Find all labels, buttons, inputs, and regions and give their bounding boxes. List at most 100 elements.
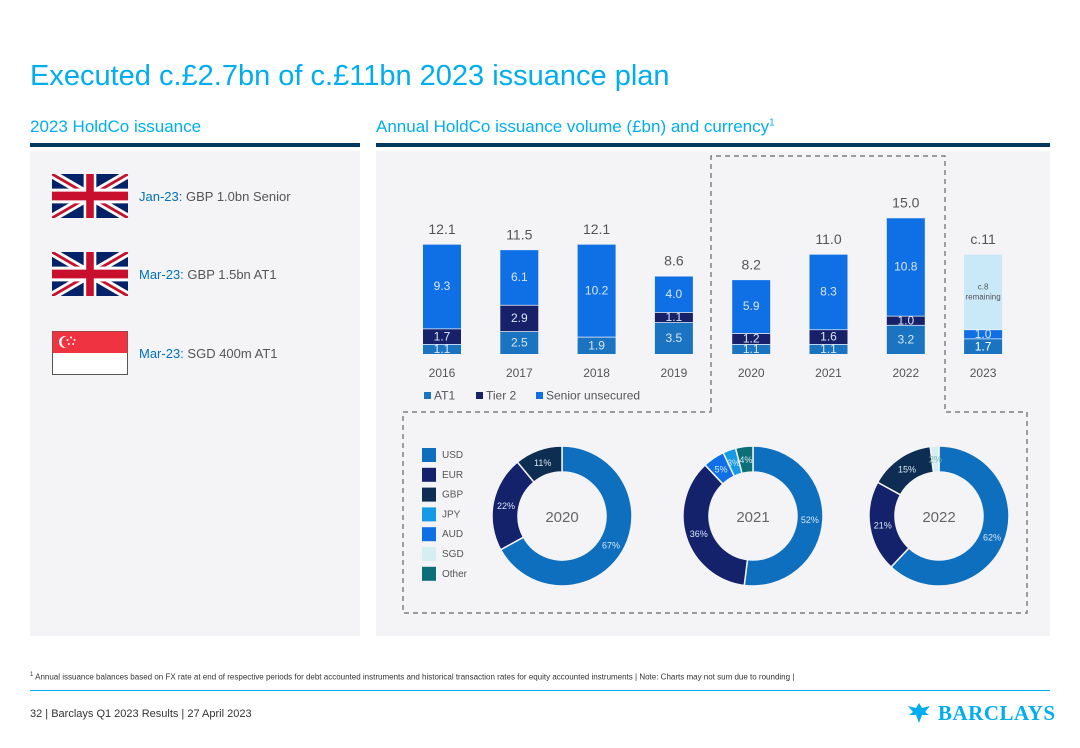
donut-slice-label: 11% (534, 458, 551, 468)
x-tick-label: 2023 (970, 366, 997, 380)
x-tick-label: 2019 (661, 366, 688, 380)
footer-text: 32 | Barclays Q1 2023 Results | 27 April… (30, 708, 252, 720)
legend-label: AT1 (434, 389, 455, 403)
bar-senior-unsecured-2022 (886, 217, 925, 316)
bar-tier-2-2016 (423, 328, 461, 344)
donut-slice-label: 3% (727, 458, 740, 468)
footer-rule (30, 690, 1050, 691)
right-heading-rule (376, 143, 1050, 147)
bar-senior-unsecured-2018 (577, 243, 616, 337)
legend-swatch-gbp (422, 487, 436, 502)
bar-data-label: 6.1 (511, 270, 528, 284)
x-tick-label: 2020 (738, 366, 765, 380)
issuance-panel (30, 151, 360, 636)
donut-slice-label: 5% (714, 464, 727, 474)
issuance-date: Mar-23: (139, 267, 184, 282)
bar-total-label: 12.1 (583, 221, 610, 237)
bar-total-label: 12.1 (428, 221, 455, 237)
bar-data-label: c.8 (978, 283, 989, 292)
bar-data-label: 2.5 (511, 336, 528, 350)
bar-data-label: 3.5 (666, 331, 683, 345)
issuance-row-1 (50, 170, 130, 223)
recent-years-dashed-outline (402, 155, 1028, 614)
legend-swatch-sgd (422, 547, 436, 561)
left-heading-rule (30, 143, 360, 147)
bar-senior-unsecured-2019 (654, 275, 693, 313)
bar-data-label: 1.1 (743, 342, 760, 356)
bar-chart: 1.11.79.312.120162.52.96.111.520171.910.… (423, 195, 1003, 403)
uk-flag-icon (50, 170, 130, 222)
donut-slice-label: 62% (983, 532, 1001, 542)
bar-data-label: 2.9 (511, 311, 528, 325)
bar-data-label: 10.2 (585, 283, 609, 297)
right-heading-text: Annual HoldCo issuance volume (£bn) and … (376, 117, 770, 136)
donut-slice-2021-usd (743, 445, 824, 587)
bar-total-label: 8.6 (664, 253, 684, 269)
page-title: Executed c.£2.7bn of c.£11bn 2023 issuan… (30, 60, 670, 92)
footnote-text: Annual issuance balances based on FX rat… (35, 672, 795, 682)
donut-slice-2020-usd (499, 445, 633, 587)
donut-center-label: 2022 (922, 509, 955, 526)
legend-swatch-other (422, 566, 436, 581)
logo-text: BARCLAYS (938, 700, 1056, 725)
bar-at1-2020 (732, 343, 771, 354)
donut-center-label: 2020 (545, 509, 578, 526)
legend-swatch-eur (422, 467, 436, 482)
bar-senior-unsecured-2016 (423, 243, 461, 329)
donut-slice-label: 21% (874, 520, 892, 530)
currency-donut-charts: 67% 22% 11% 2020 52% 36% 5%3% 4% 2021 62% 21% 15% 2%… (491, 445, 1010, 587)
donut-slice-label: 52% (801, 515, 819, 525)
legend-swatch-jpy (422, 507, 436, 522)
bar-at1-2016 (423, 343, 461, 354)
bar-remaining-2023 (964, 253, 1003, 330)
x-tick-label: 2018 (583, 366, 610, 380)
bar-at1-2021 (809, 343, 848, 354)
currency-legend: USD EUR GBP JPY AUD SGD Other (422, 448, 468, 581)
bar-data-label: 1.2 (743, 332, 760, 346)
donut-slice-label: 22% (497, 501, 515, 511)
legend-label: SGD (442, 549, 464, 560)
donut-center-label: 2021 (736, 509, 769, 526)
donut-slice-label: 36% (690, 529, 708, 539)
uk-flag-icon (50, 248, 130, 300)
legend-swatch-aud (422, 527, 436, 542)
donut-slice-label: 67% (602, 541, 620, 551)
bar-at1-2022 (886, 324, 925, 354)
x-tick-label: 2021 (815, 366, 842, 380)
left-heading-text: 2023 HoldCo issuance (30, 117, 202, 136)
legend-swatch (424, 392, 431, 399)
bar-senior-unsecured-2023 (964, 329, 1003, 339)
legend-label: USD (442, 450, 463, 461)
bar-total-label: 15.0 (892, 195, 919, 211)
issuance-row-2 (50, 248, 130, 301)
issuance-text-1: Jan-23: GBP 1.0bn Senior (139, 189, 291, 204)
bar-data-label: 1.6 (820, 330, 837, 344)
bar-total-label: 11.0 (815, 231, 841, 247)
bar-data-label: 3.2 (897, 332, 914, 346)
right-heading-footnote-marker: 1 (769, 117, 775, 129)
bar-tier-2-2020 (732, 333, 771, 344)
bar-senior-unsecured-2021 (809, 253, 848, 330)
left-section-heading: 2023 HoldCo issuance (30, 117, 201, 137)
bar-data-label: 10.8 (894, 260, 918, 274)
bar-data-label: 1.7 (434, 329, 451, 343)
issuance-text-2: Mar-23: GBP 1.5bn AT1 (139, 267, 277, 282)
issuance-text-3: Mar-23: SGD 400m AT1 (139, 346, 278, 361)
issuance-detail: GBP 1.5bn AT1 (187, 267, 277, 282)
legend-swatch (536, 392, 543, 399)
bar-data-label: 4.0 (666, 287, 683, 301)
issuance-date: Jan-23: (139, 189, 183, 204)
bar-data-label: 5.9 (743, 299, 760, 313)
x-tick-label: 2022 (892, 366, 919, 380)
legend-swatch (476, 392, 483, 399)
footnote-marker: 1 (30, 672, 34, 678)
bar-data-label: 1.9 (588, 338, 605, 352)
issuance-row-3 (52, 331, 128, 380)
donut-slice-label: 15% (898, 464, 916, 474)
bar-data-label: 1.1 (820, 342, 837, 356)
donut-slice-label: 4% (739, 455, 752, 465)
legend-label: Other (442, 569, 468, 580)
bar-total-label: 8.2 (741, 256, 761, 272)
bar-data-label: 1.0 (897, 313, 914, 327)
bar-tier-2-2017 (500, 304, 539, 332)
